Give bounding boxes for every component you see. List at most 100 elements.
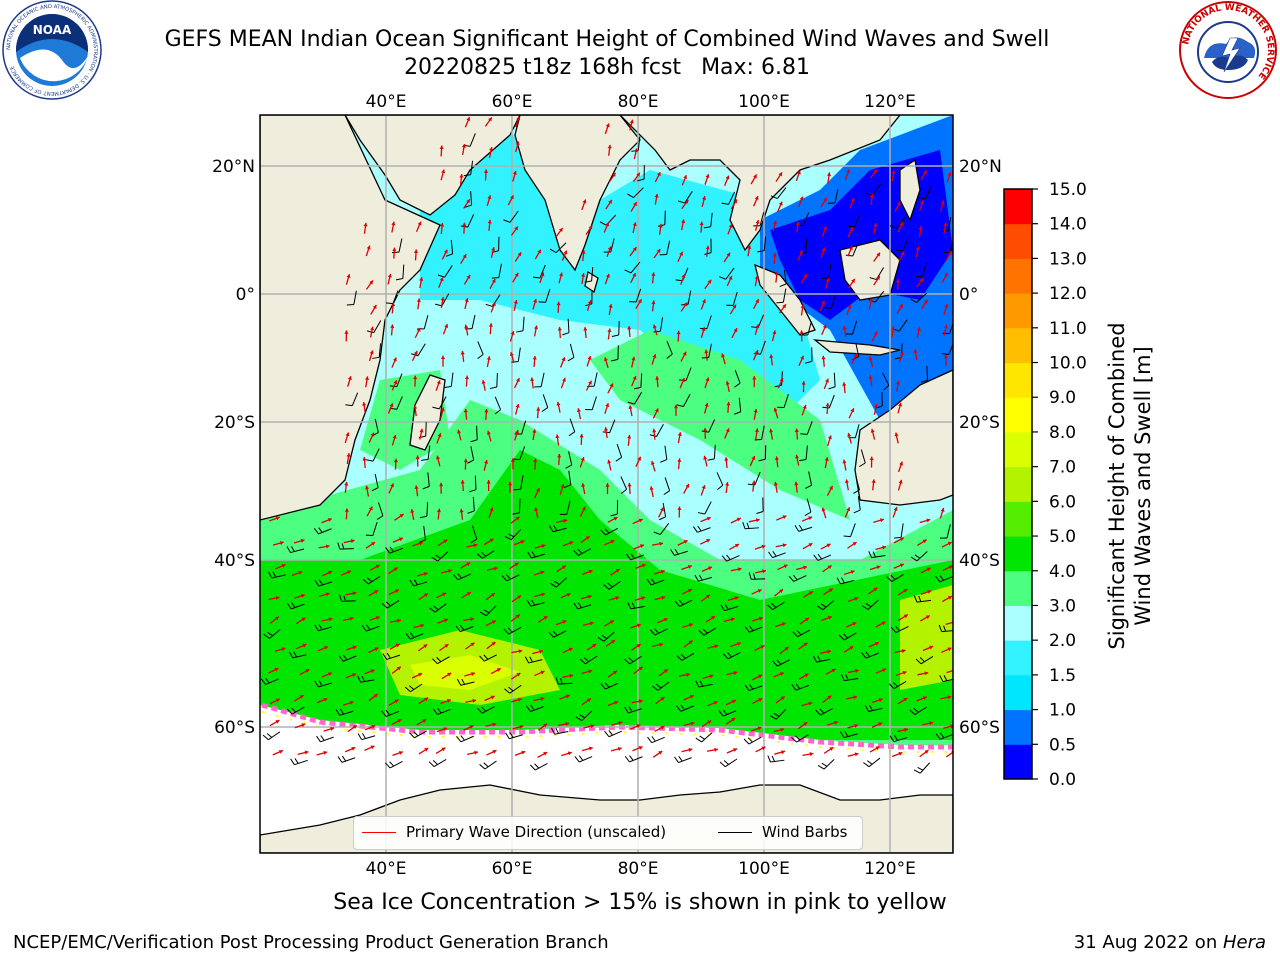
wind-barb bbox=[754, 425, 765, 441]
wave-direction-arrow bbox=[848, 407, 855, 419]
wave-direction-arrow bbox=[562, 541, 574, 547]
wave-direction-arrow bbox=[821, 225, 827, 237]
noaa-logo: NATIONAL OCEANIC AND ATMOSPHERIC ADMINIS… bbox=[2, 0, 102, 100]
wave-direction-arrow bbox=[483, 538, 494, 546]
wind-barb bbox=[627, 391, 643, 405]
wave-direction-arrow bbox=[700, 327, 706, 338]
wave-direction-arrow bbox=[586, 355, 592, 367]
wave-direction-arrow bbox=[464, 671, 476, 677]
wind-barb bbox=[432, 707, 451, 715]
wave-direction-arrow bbox=[365, 245, 371, 257]
wind-barb bbox=[338, 654, 357, 662]
wave-direction-arrow bbox=[412, 541, 424, 547]
wave-direction-arrow bbox=[726, 275, 733, 287]
wave-direction-arrow bbox=[410, 508, 415, 521]
wind-barb bbox=[512, 498, 521, 515]
wind-barb bbox=[313, 527, 332, 535]
wave-direction-arrow bbox=[364, 669, 375, 675]
wave-direction-arrow bbox=[388, 483, 395, 494]
wind-barb bbox=[865, 183, 881, 196]
wind-barb bbox=[573, 602, 592, 610]
wind-barb bbox=[652, 681, 670, 691]
wave-direction-arrow bbox=[418, 592, 429, 601]
wave-direction-arrow bbox=[297, 750, 309, 755]
wave-direction-arrow bbox=[676, 330, 681, 342]
wave-direction-arrow bbox=[725, 482, 730, 494]
wave-direction-arrow bbox=[922, 645, 934, 652]
lat-label-right-1: 0° bbox=[959, 285, 978, 305]
wave-direction-arrow bbox=[895, 670, 907, 677]
wind-barb bbox=[361, 624, 380, 632]
wave-direction-arrow bbox=[415, 455, 420, 467]
legend-item-wind-barbs: Wind Barbs bbox=[718, 823, 847, 841]
wind-barb bbox=[549, 242, 567, 254]
wind-barb bbox=[286, 602, 305, 610]
wave-direction-arrow bbox=[868, 587, 878, 595]
wind-barb bbox=[859, 449, 866, 468]
wave-direction-arrow bbox=[801, 381, 806, 393]
wind-barb bbox=[579, 655, 598, 665]
colorbar-bin-7 bbox=[1004, 501, 1032, 537]
wave-direction-arrow bbox=[318, 592, 330, 597]
wind-barb bbox=[913, 762, 931, 774]
legend-label-wind-barbs: Wind Barbs bbox=[762, 823, 848, 841]
lat-label-left-1: 0° bbox=[236, 285, 255, 305]
wind-barb bbox=[477, 706, 495, 714]
wave-direction-arrow bbox=[486, 356, 491, 368]
wave-direction-arrow bbox=[869, 745, 880, 753]
wave-direction-arrow bbox=[724, 457, 729, 469]
wind-barb bbox=[489, 373, 498, 390]
wave-direction-arrow bbox=[509, 330, 515, 342]
wave-direction-arrow bbox=[632, 172, 641, 183]
nws-logo: NATIONAL WEATHER SERVICE bbox=[1179, 1, 1277, 99]
wave-direction-arrow bbox=[891, 326, 896, 338]
wave-direction-arrow bbox=[582, 621, 594, 626]
wind-barb bbox=[805, 347, 813, 364]
wave-direction-arrow bbox=[916, 277, 924, 288]
wave-direction-arrow bbox=[514, 429, 519, 441]
wave-direction-arrow bbox=[844, 479, 850, 491]
wave-direction-arrow bbox=[486, 641, 496, 650]
wave-direction-arrow bbox=[754, 219, 760, 231]
wind-barb bbox=[548, 630, 567, 638]
wave-direction-arrow bbox=[819, 300, 826, 312]
wave-direction-arrow bbox=[556, 301, 561, 313]
wave-direction-arrow bbox=[394, 513, 404, 521]
wave-direction-arrow bbox=[514, 540, 525, 546]
wave-direction-arrow bbox=[748, 518, 760, 523]
wave-direction-arrow bbox=[268, 667, 279, 674]
lon-label-bottom-60: 60°E bbox=[492, 859, 533, 879]
wind-barb bbox=[392, 238, 403, 254]
wave-direction-arrow bbox=[585, 380, 593, 391]
map-plot-area bbox=[260, 115, 953, 853]
wind-barb bbox=[286, 546, 305, 554]
wave-direction-arrow bbox=[891, 170, 896, 182]
wave-direction-arrow bbox=[460, 350, 465, 362]
wave-direction-arrow bbox=[391, 666, 402, 674]
wind-barb bbox=[565, 451, 573, 469]
wave-direction-arrow bbox=[822, 564, 833, 573]
wave-direction-arrow bbox=[630, 272, 637, 284]
wave-direction-arrow bbox=[342, 616, 354, 622]
wave-direction-arrow bbox=[293, 694, 304, 702]
wave-direction-arrow bbox=[650, 460, 656, 472]
wave-direction-arrow bbox=[536, 407, 541, 419]
wind-barb bbox=[615, 443, 623, 462]
wind-barb bbox=[574, 755, 593, 763]
wave-direction-arrow bbox=[769, 428, 774, 440]
wave-direction-arrow bbox=[843, 570, 855, 576]
wave-direction-arrow bbox=[607, 328, 612, 340]
wave-direction-arrow bbox=[389, 643, 400, 650]
wind-barb bbox=[828, 372, 836, 390]
wave-direction-arrow bbox=[294, 723, 306, 729]
wave-direction-arrow bbox=[683, 483, 690, 494]
wave-direction-arrow bbox=[919, 749, 929, 758]
wave-direction-arrow bbox=[847, 226, 854, 238]
wave-direction-arrow bbox=[679, 672, 691, 677]
wave-direction-arrow bbox=[653, 248, 661, 259]
wave-direction-arrow bbox=[775, 622, 786, 628]
wind-barb bbox=[624, 261, 641, 274]
wind-barb bbox=[646, 578, 665, 586]
wave-direction-arrow bbox=[586, 300, 592, 312]
